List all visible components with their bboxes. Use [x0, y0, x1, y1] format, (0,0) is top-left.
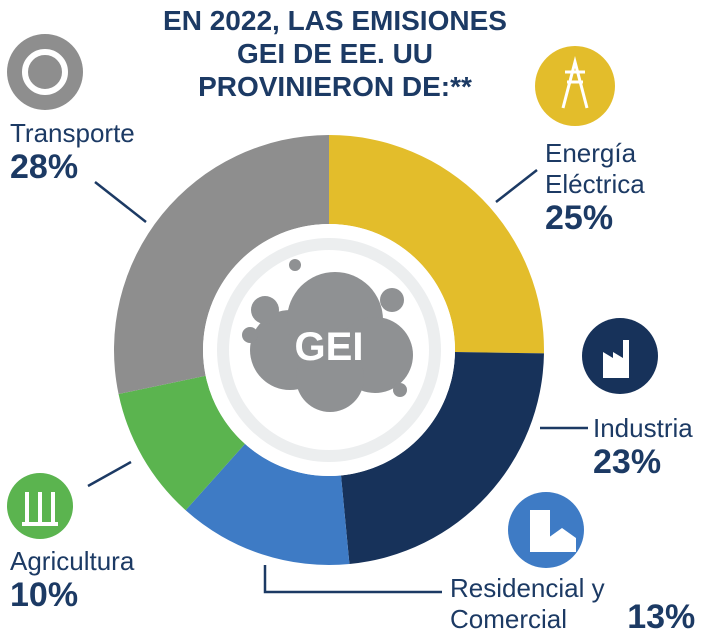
center-label: GEI: [295, 325, 364, 369]
slice-label: Energía Eléctrica 25%: [545, 138, 685, 236]
slice-label: Residencial y Comercial 13%: [450, 573, 710, 635]
industry-icon: [582, 318, 658, 394]
icons: [7, 34, 658, 568]
buildings: [530, 510, 576, 552]
slice-label: Industria 23%: [593, 413, 713, 480]
slice-label: Agricultura 10%: [10, 546, 210, 613]
chart-title: EN 2022, LAS EMISIONES GEI DE EE. UU PROVI…: [0, 4, 670, 103]
leader-lines: [87, 169, 588, 594]
category-label: Energía Eléctrica: [545, 138, 645, 199]
slice: [118, 375, 245, 511]
factory: [603, 340, 629, 378]
cloud: [242, 259, 413, 412]
category-label: Industria: [593, 413, 693, 443]
slice: [113, 135, 329, 395]
category-label: Agricultura: [10, 546, 135, 576]
wheat: [22, 492, 58, 526]
value-label: 28%: [10, 148, 79, 186]
steering-wheel: [22, 49, 68, 95]
leader-line: [87, 460, 132, 488]
energy-icon: [535, 46, 615, 126]
title-line: EN 2022, LAS EMISIONES: [163, 5, 507, 36]
slice-label: Transporte 28%: [10, 118, 210, 185]
leader-line: [495, 169, 538, 203]
value-label: 13%: [627, 598, 696, 636]
center: GEI: [203, 224, 455, 476]
value-label: 23%: [593, 443, 662, 481]
slice: [185, 443, 350, 565]
pylon: [561, 56, 589, 109]
category-label: Transporte: [10, 118, 135, 148]
leader-line: [94, 181, 147, 223]
slice: [340, 351, 544, 565]
category-label: Residencial y Comercial: [450, 573, 605, 634]
slice: [329, 135, 545, 354]
slices: [113, 135, 545, 565]
title-line: GEI DE EE. UU: [236, 38, 434, 69]
value-label: 25%: [545, 199, 614, 237]
title-line: PROVINIERON DE:**: [198, 71, 472, 102]
transport-icon: [7, 34, 83, 110]
leader-line: [263, 565, 442, 594]
value-label: 10%: [10, 576, 79, 614]
